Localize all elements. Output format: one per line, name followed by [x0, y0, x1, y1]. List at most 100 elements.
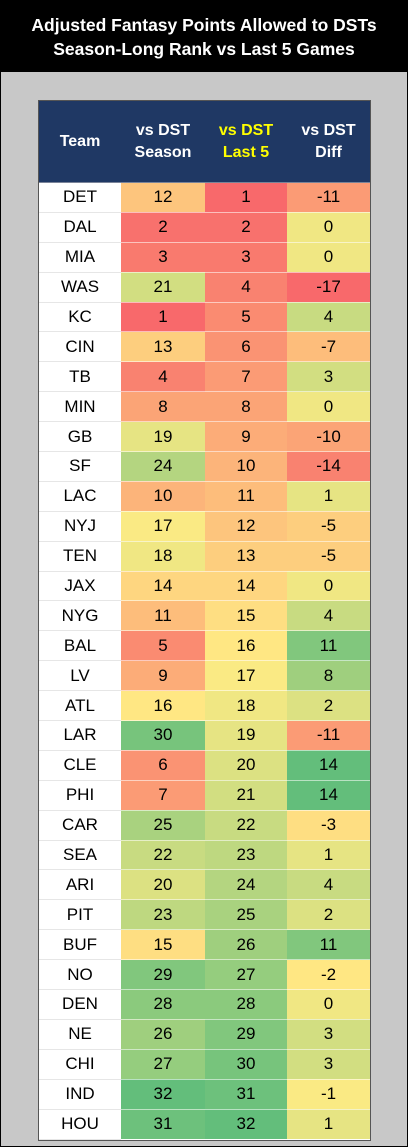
diff-rank-cell: 8	[287, 660, 370, 692]
table-row: MIN 8 8 0	[39, 391, 370, 423]
diff-rank-cell: -17	[287, 272, 370, 303]
season-rank-cell: 14	[121, 571, 205, 602]
table-row: MIA 3 3 0	[39, 242, 370, 273]
diff-rank-cell: -10	[287, 421, 370, 453]
season-rank-cell: 22	[121, 840, 205, 871]
table-row: SF 24 10 -14	[39, 451, 370, 482]
rank-table-container: Team vs DST Season vs DST Last 5 vs DST …	[38, 100, 371, 1141]
diff-rank-cell: 3	[287, 1019, 370, 1050]
table-row: DEN 28 28 0	[39, 989, 370, 1020]
table-row: BUF 15 26 11	[39, 929, 370, 961]
season-rank-cell: 20	[121, 869, 205, 901]
last5-rank-cell: 31	[205, 1079, 287, 1110]
header-season: vs DST Season	[121, 101, 205, 183]
diff-rank-cell: 1	[287, 481, 370, 512]
diff-rank-cell: 14	[287, 750, 370, 781]
table-row: LAR 30 19 -11	[39, 720, 370, 751]
season-rank-cell: 23	[121, 899, 205, 931]
last5-rank-cell: 14	[205, 571, 287, 602]
title-line-2: Season-Long Rank vs Last 5 Games	[53, 38, 355, 59]
header-last5-line1: vs DST	[218, 121, 274, 139]
table-row: SEA 22 23 1	[39, 840, 370, 871]
diff-rank-cell: 2	[287, 690, 370, 722]
last5-rank-cell: 10	[205, 451, 287, 482]
diff-rank-cell: 4	[287, 600, 370, 632]
team-cell: ARI	[39, 869, 121, 901]
diff-rank-cell: 2	[287, 899, 370, 931]
diff-rank-cell: -14	[287, 451, 370, 482]
last5-rank-cell: 24	[205, 869, 287, 901]
team-cell: NYJ	[39, 511, 121, 542]
diff-rank-cell: -1	[287, 1079, 370, 1110]
diff-rank-cell: 1	[287, 840, 370, 871]
diff-rank-cell: -3	[287, 810, 370, 841]
season-rank-cell: 29	[121, 959, 205, 991]
table-row: NO 29 27 -2	[39, 959, 370, 991]
season-rank-cell: 2	[121, 212, 205, 243]
diff-rank-cell: 0	[287, 571, 370, 602]
diff-rank-cell: -5	[287, 511, 370, 542]
last5-rank-cell: 9	[205, 421, 287, 453]
last5-rank-cell: 28	[205, 989, 287, 1020]
team-cell: WAS	[39, 272, 121, 303]
last5-rank-cell: 23	[205, 840, 287, 871]
last5-rank-cell: 4	[205, 272, 287, 303]
table-row: LAC 10 11 1	[39, 481, 370, 512]
table-body: DET 12 1 -11 DAL 2 2 0 MIA 3 3 0 WAS 21 4 -17 KC 1 5 4 CIN 13…	[39, 182, 370, 1140]
season-rank-cell: 26	[121, 1019, 205, 1050]
last5-rank-cell: 32	[205, 1109, 287, 1140]
team-cell: IND	[39, 1079, 121, 1110]
table-row: NE 26 29 3	[39, 1019, 370, 1050]
table-row: PHI 7 21 14	[39, 780, 370, 811]
last5-rank-cell: 15	[205, 600, 287, 632]
team-cell: MIA	[39, 242, 121, 273]
team-cell: TEN	[39, 541, 121, 572]
diff-rank-cell: -5	[287, 541, 370, 572]
team-cell: DAL	[39, 212, 121, 243]
rank-table: Team vs DST Season vs DST Last 5 vs DST …	[39, 101, 370, 1140]
season-rank-cell: 28	[121, 989, 205, 1020]
last5-rank-cell: 22	[205, 810, 287, 841]
last5-rank-cell: 7	[205, 361, 287, 393]
team-cell: SEA	[39, 840, 121, 871]
diff-rank-cell: 14	[287, 780, 370, 811]
team-cell: PIT	[39, 899, 121, 931]
season-rank-cell: 6	[121, 750, 205, 781]
header-season-line1: vs DST	[135, 121, 191, 139]
team-cell: BUF	[39, 929, 121, 961]
header-last5: vs DST Last 5	[205, 101, 287, 183]
season-rank-cell: 18	[121, 541, 205, 572]
season-rank-cell: 25	[121, 810, 205, 841]
last5-rank-cell: 5	[205, 302, 287, 333]
team-cell: MIN	[39, 391, 121, 423]
team-cell: CIN	[39, 331, 121, 363]
season-rank-cell: 11	[121, 600, 205, 632]
season-rank-cell: 12	[121, 182, 205, 213]
team-cell: NO	[39, 959, 121, 991]
title-line-1: Adjusted Fantasy Points Allowed to DSTs	[31, 14, 377, 35]
diff-rank-cell: 0	[287, 212, 370, 243]
last5-rank-cell: 1	[205, 182, 287, 213]
table-row: NYJ 17 12 -5	[39, 511, 370, 542]
team-cell: NE	[39, 1019, 121, 1050]
table-row: BAL 5 16 11	[39, 630, 370, 662]
season-rank-cell: 31	[121, 1109, 205, 1140]
last5-rank-cell: 19	[205, 720, 287, 751]
team-cell: DEN	[39, 989, 121, 1020]
header-diff: vs DST Diff	[287, 101, 370, 183]
season-rank-cell: 17	[121, 511, 205, 542]
table-row: ARI 20 24 4	[39, 869, 370, 901]
season-rank-cell: 4	[121, 361, 205, 393]
team-cell: SF	[39, 451, 121, 482]
diff-rank-cell: 1	[287, 1109, 370, 1140]
last5-rank-cell: 3	[205, 242, 287, 273]
table-row: CLE 6 20 14	[39, 750, 370, 781]
team-cell: LV	[39, 660, 121, 692]
last5-rank-cell: 2	[205, 212, 287, 243]
diff-rank-cell: -11	[287, 720, 370, 751]
diff-rank-cell: -7	[287, 331, 370, 363]
diff-rank-cell: 0	[287, 242, 370, 273]
season-rank-cell: 1	[121, 302, 205, 333]
team-cell: LAC	[39, 481, 121, 512]
